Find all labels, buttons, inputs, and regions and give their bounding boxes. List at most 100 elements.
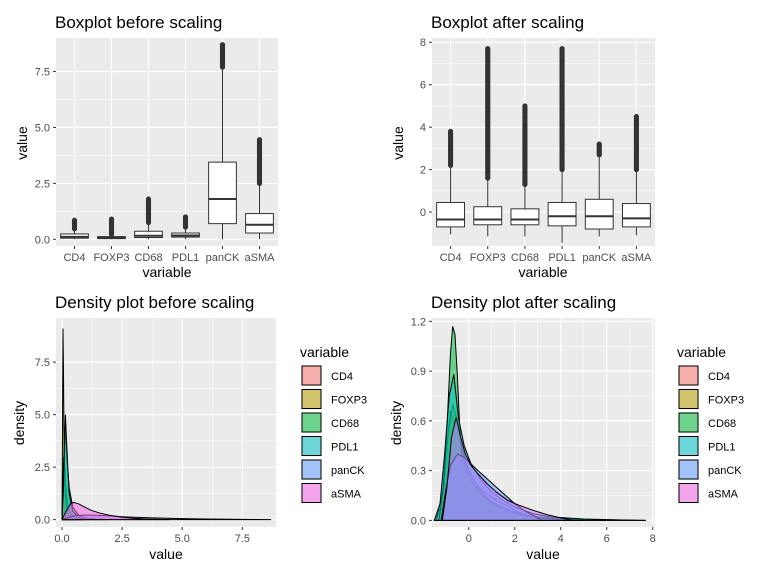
legend-label: FOXP3: [708, 395, 744, 407]
y-tick-label: 7.5: [35, 357, 50, 369]
x-tick-label: panCK: [582, 252, 616, 264]
x-tick-label: PDL1: [172, 252, 200, 264]
x-tick-label: aSMA: [245, 252, 276, 264]
y-tick-label: 0.6: [411, 416, 426, 428]
y-tick-label: 0: [420, 207, 426, 219]
x-tick-label: CD4: [440, 252, 462, 264]
outlier-point: [447, 128, 454, 134]
y-tick-label: 2: [420, 165, 426, 177]
x-tick-label: aSMA: [621, 252, 652, 264]
legend-label: CD68: [708, 418, 736, 430]
legend-label: CD4: [708, 371, 730, 383]
legend-swatch: [678, 365, 699, 386]
legend-swatch: [301, 459, 322, 480]
box: [584, 198, 614, 230]
x-tick-label: CD68: [511, 252, 539, 264]
y-axis-label: value: [390, 126, 406, 160]
density-after-panel: Density plot after scaling value density…: [388, 293, 656, 562]
y-tick-label: 4: [420, 122, 426, 134]
legend-left: variable CD4 FOXP3 CD68 PDL1 panCK aSMA: [300, 344, 367, 504]
box: [208, 161, 237, 225]
outlier-point: [633, 113, 640, 120]
x-tick-label: CD68: [134, 252, 162, 264]
y-tick-label: 5.0: [35, 410, 50, 422]
y-tick-label: 0.0: [35, 234, 50, 246]
chart-title: Density plot before scaling: [55, 293, 254, 312]
chart-title: Boxplot before scaling: [55, 13, 222, 32]
x-tick-label: 5.0: [175, 533, 190, 545]
y-tick-label: 0.9: [411, 366, 426, 378]
box: [510, 208, 540, 226]
legend-swatch: [301, 389, 322, 409]
y-axis-label: density: [388, 401, 404, 445]
outlier-point: [256, 137, 263, 143]
x-tick-label: 0: [466, 533, 472, 545]
x-tick-label: 7.5: [235, 533, 250, 545]
density-area-asma: [61, 501, 171, 521]
legend-swatch: [301, 483, 322, 503]
legend-swatch: [678, 436, 699, 456]
x-axis-label: value: [526, 546, 560, 562]
box: [621, 203, 651, 228]
x-axis-label: value: [149, 546, 183, 562]
outlier-point: [219, 42, 226, 48]
legend-swatch: [678, 459, 699, 480]
y-tick-label: 0.3: [411, 466, 426, 478]
x-tick-label: 2: [512, 533, 518, 545]
legend-label: PDL1: [331, 442, 359, 454]
boxplot-before-panel: Boxplot before scaling variable value 0.…: [14, 13, 278, 280]
y-tick-label: 8: [420, 37, 426, 49]
y-tick-label: 1.2: [411, 316, 426, 328]
x-axis-label: variable: [518, 264, 567, 280]
density-area-asma: [441, 417, 573, 521]
legend-label: CD68: [331, 418, 359, 430]
legend-label: panCK: [708, 465, 742, 477]
outlier-point: [559, 46, 565, 52]
legend-label: FOXP3: [331, 395, 367, 407]
box: [245, 213, 274, 234]
outlier-point: [485, 46, 491, 52]
y-axis-label: value: [14, 126, 30, 160]
legend-swatch: [301, 365, 322, 386]
y-tick-label: 2.5: [35, 462, 50, 474]
boxplot-after-panel: Boxplot after scaling variable value 0 2 4…: [390, 13, 655, 280]
legend-title: variable: [300, 344, 349, 360]
x-tick-label: 0.0: [54, 533, 69, 545]
outlier-point: [108, 216, 115, 222]
y-tick-label: 0.0: [411, 515, 426, 527]
y-tick-label: 5.0: [35, 122, 50, 134]
legend-title: variable: [677, 344, 726, 360]
box: [134, 230, 163, 239]
x-tick-label: 4: [558, 533, 564, 545]
x-tick-label: PDL1: [548, 252, 576, 264]
legend-right: variable CD4 FOXP3 CD68 PDL1 panCK aSMA: [677, 344, 744, 504]
legend-label: CD4: [331, 371, 353, 383]
y-tick-label: 6: [420, 80, 426, 92]
x-axis-label: variable: [142, 264, 191, 280]
y-tick-label: 0.0: [35, 515, 50, 527]
plot-panel: [432, 38, 655, 246]
outlier-point: [522, 103, 528, 109]
outlier-point: [145, 196, 152, 202]
y-tick-label: 2.5: [35, 178, 50, 190]
legend-swatch: [301, 436, 322, 456]
legend-label: panCK: [331, 465, 365, 477]
chart-title: Boxplot after scaling: [431, 13, 584, 32]
x-tick-label: 2.5: [114, 533, 129, 545]
legend-swatch: [678, 483, 699, 503]
x-tick-label: CD4: [63, 252, 85, 264]
outlier-point: [71, 217, 78, 223]
box: [436, 201, 466, 228]
x-tick-label: panCK: [206, 252, 240, 264]
x-tick-label: 8: [650, 533, 656, 545]
legend-label: aSMA: [708, 489, 739, 501]
legend-swatch: [678, 389, 699, 409]
x-tick-label: FOXP3: [470, 252, 506, 264]
legend-swatch: [301, 412, 322, 433]
box: [547, 201, 577, 227]
legend-label: PDL1: [708, 442, 736, 454]
density-before-panel: Density plot before scaling value densit…: [11, 293, 276, 562]
x-tick-label: 6: [604, 533, 610, 545]
outlier-point: [596, 141, 602, 147]
